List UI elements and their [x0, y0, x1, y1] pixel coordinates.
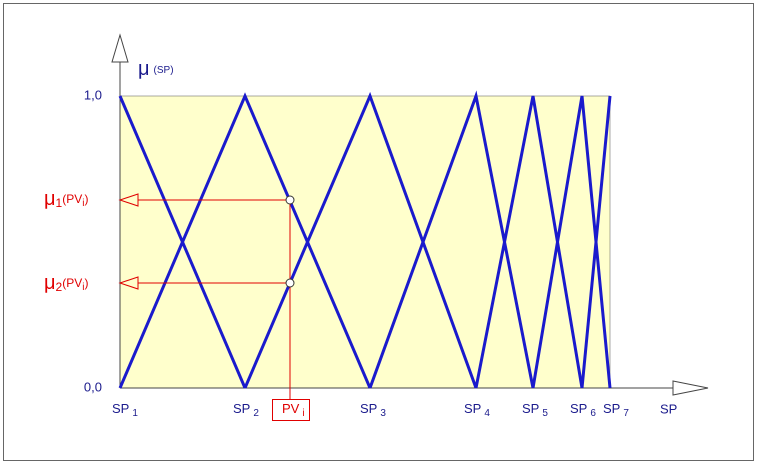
intersection-1 [285, 195, 295, 205]
mf-4 [368, 90, 535, 389]
mu-labels: μ1(PVi)μ2(PVi) [44, 188, 88, 294]
sp-sub: 3 [380, 408, 386, 419]
sp-label: SP 1 [112, 401, 138, 418]
sp-text: SP [360, 401, 377, 416]
pv-label: PV i [282, 401, 305, 418]
intersection-2 [285, 278, 295, 288]
sp-text: SP [570, 401, 587, 416]
mu2-arrow [118, 276, 139, 290]
mf-2 [118, 92, 372, 389]
mu-symbol: μ [44, 272, 56, 294]
y-axis-label: μ (SP) [138, 58, 174, 80]
pv-construction [118, 193, 310, 421]
x-arrow [672, 380, 709, 396]
pv-sub: i [302, 408, 304, 419]
sp-label: SP 2 [233, 401, 259, 418]
pv-text: PV [282, 401, 300, 416]
sp-sub: 4 [484, 408, 490, 419]
mf-5 [474, 95, 584, 389]
mu-arg: (PV [62, 192, 82, 206]
x-axis-label: SP [660, 401, 677, 416]
mu-close: ) [84, 276, 88, 290]
mu-label: μ1(PVi) [44, 188, 88, 210]
sp-text: SP [603, 401, 620, 416]
sp-text: SP [464, 401, 481, 416]
top-label: 1,0 [84, 87, 102, 102]
pv-box [272, 399, 310, 421]
sp-sub: 5 [542, 408, 548, 419]
mu-arg: (PV [62, 276, 82, 290]
sp-sub: 1 [132, 408, 138, 419]
membership-functions [118, 90, 612, 389]
mu-symbol: μ [44, 188, 56, 210]
domain-area [119, 95, 611, 389]
sp-label: SP 7 [603, 401, 629, 418]
mu-close: ) [84, 192, 88, 206]
mu-label: μ2(PVi) [44, 272, 88, 294]
mu-index: 2 [56, 280, 63, 294]
mu-arg-index: i [82, 282, 84, 293]
sp-label: SP 6 [570, 401, 596, 418]
sp-text: SP [112, 401, 129, 416]
sp-sub: 6 [590, 408, 596, 419]
sp-sub: 2 [253, 408, 259, 419]
y-arg: (SP) [154, 65, 174, 76]
sp-text: SP [522, 401, 539, 416]
sp-sub: 7 [623, 408, 629, 419]
mf-3 [243, 91, 478, 389]
mf-7 [580, 95, 612, 389]
sp-text: SP [233, 401, 250, 416]
mu-index: 1 [56, 196, 63, 210]
mu-arg-index: i [82, 198, 84, 209]
sp-label: SP 5 [522, 401, 548, 418]
y-symbol: μ [138, 58, 150, 80]
mf-6 [531, 95, 612, 389]
sp-label: SP 4 [464, 401, 490, 418]
frame [3, 3, 754, 461]
sp-labels: SP 1 SP 2 SP 3 SP 4 SP 5 SP 6 SP 7 [112, 401, 629, 418]
bottom-label: 0,0 [84, 379, 102, 394]
mu1-arrow [118, 193, 139, 207]
y-arrow [111, 33, 129, 63]
sp-label: SP 3 [360, 401, 386, 418]
